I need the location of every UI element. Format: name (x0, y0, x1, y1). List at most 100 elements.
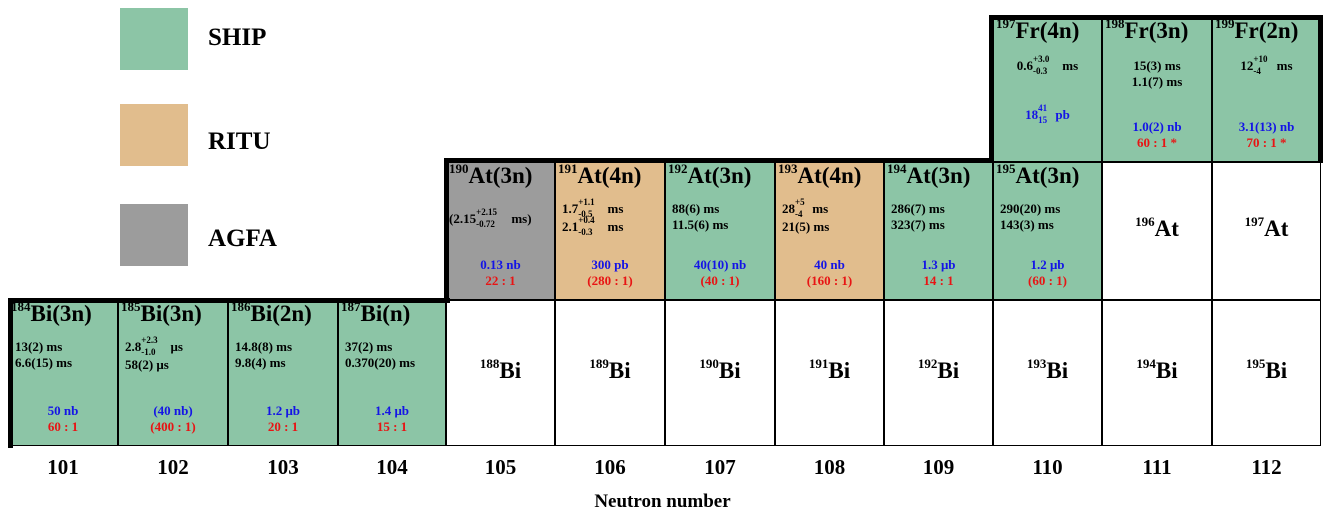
half-life-list: 286(7) ms 323(7) ms (891, 201, 992, 233)
cross-section-block: 1.3 μb 14 : 1 (885, 257, 992, 289)
half-life-uncertainty: +2.15 -0.72 (476, 207, 508, 230)
outline-fr-left (989, 15, 994, 161)
half-life-value: 28 (782, 201, 795, 216)
nuclide-title: 195At(3n) (996, 162, 1080, 188)
element-symbol: Bi (499, 358, 522, 383)
outline-bi-top (8, 298, 450, 303)
half-life-prefix: ( (449, 211, 454, 226)
mass-number: 192 (917, 356, 938, 371)
element-symbol: At (906, 163, 931, 188)
cross-section-block: 1.2 μb 20 : 1 (229, 403, 337, 435)
half-life-lower-error: -4 (1253, 66, 1261, 77)
half-life: 14.8(8) ms (235, 339, 293, 354)
element-symbol: At (1264, 216, 1289, 241)
cross-section: 18 41 15 pb (994, 103, 1101, 126)
cross-section: 40 nb (814, 257, 845, 272)
neutron-number-label: 109 (922, 455, 955, 479)
nuclide-cell-195at: 195At(3n) 290(20) ms 143(3) ms 1.2 μb (60 : … (993, 162, 1102, 300)
half-life-list: 0.6 +3.0 -0.3 ms (994, 54, 1101, 77)
half-life-uncertainty: +10 -4 (1253, 54, 1273, 77)
element-symbol: Bi (1046, 358, 1069, 383)
nuclide-title: 191At(4n) (558, 162, 642, 188)
cross-section-block: 50 nb 60 : 1 (9, 403, 117, 435)
nuclide-cell-193at: 193At(4n) 28 +5 -4 ms 21(5) ms 40 nb (160 : 1) (775, 162, 884, 300)
neutron-number-label: 111 (1142, 455, 1172, 479)
neutron-number-label: 103 (267, 455, 299, 479)
nuclide-cell-191at: 191At(4n) 1.7 +1.1 -0.5 ms 2.1 +0.4 -0.3 ms 300… (555, 162, 665, 300)
nuclide-cell-194at: 194At(3n) 286(7) ms 323(7) ms 1.3 μb 14 : 1 (884, 162, 993, 300)
branching-ratio: (280 : 1) (587, 273, 633, 288)
half-life: 2.1 +0.4 -0.3 ms (562, 215, 664, 237)
reaction-channel: (4n) (1039, 18, 1080, 43)
outline-at-left (444, 158, 449, 302)
half-life-lower-error: -4 (795, 209, 803, 220)
nuclide-title: 194At(3n) (887, 163, 970, 188)
neutron-number-label: 104 (376, 455, 408, 479)
element-symbol: At (1015, 163, 1040, 188)
neutron-number-label: 108 (813, 455, 846, 479)
element-symbol: Bi (1155, 358, 1178, 383)
nuclide-cell-191bi: 191Bi (775, 300, 884, 446)
nuclide-label: 189Bi (556, 357, 664, 384)
half-life: 1.7 +1.1 -0.5 ms (562, 197, 664, 219)
mass-number: 192 (668, 162, 688, 176)
branching-ratio: 70 : 1 * (1246, 135, 1287, 150)
half-life-lower-error: -0.3 (1033, 66, 1048, 77)
mass-number: 185 (121, 300, 141, 314)
mass-number: 195 (1245, 356, 1266, 371)
branching-ratio: (40 : 1) (700, 273, 740, 288)
cross-section-block: 40 nb (160 : 1) (776, 257, 883, 289)
nuclide-cell-196at: 196At (1102, 162, 1212, 300)
cross-section: 0.13 nb (480, 257, 521, 272)
nuclide-label: 197At (1213, 215, 1320, 242)
nuclide-cell-186bi: 186Bi(2n) 14.8(8) ms 9.8(4) ms 1.2 μb 20 : 1 (228, 300, 338, 446)
nuclide-title: 193At(4n) (778, 163, 861, 188)
nuclide-title: 192At(3n) (668, 162, 751, 188)
mass-number: 196 (1135, 214, 1155, 229)
neutron-number-label: 107 (704, 455, 736, 479)
half-life-list: 1.7 +1.1 -0.5 ms 2.1 +0.4 -0.3 ms (562, 197, 664, 237)
element-symbol: Fr (1124, 18, 1149, 43)
neutron-number-label: 105 (484, 455, 517, 479)
nuclide-cell-189bi: 189Bi (555, 300, 665, 446)
cross-section-lower-error: 15 (1038, 115, 1048, 126)
cross-section: 1.3 μb (921, 257, 956, 272)
nuclide-title: 198Fr(3n) (1105, 18, 1188, 43)
nuclide-cell-197at: 197At (1212, 162, 1321, 300)
mass-number: 195 (996, 162, 1016, 176)
half-life-list: 290(20) ms 143(3) ms (1000, 201, 1101, 233)
half-life-upper-error: +2.3 (141, 335, 158, 346)
mass-number: 197 (996, 17, 1016, 31)
cross-section: (40 nb) (153, 403, 193, 418)
branching-ratio: 15 : 1 (376, 419, 408, 434)
half-life: 88(6) ms (672, 201, 720, 216)
half-life: 0.370(20) ms (345, 355, 416, 370)
reaction-channel: (4n) (601, 163, 642, 188)
half-life-uncertainty: +5 -4 (795, 197, 809, 220)
element-symbol: Bi (360, 301, 383, 326)
branching-ratio: 60 : 1 (47, 419, 79, 434)
nuclide-title: 184Bi(3n) (11, 301, 92, 326)
element-symbol: Bi (608, 358, 631, 383)
cross-section: 1.2 μb (265, 403, 301, 418)
mass-number: 191 (808, 356, 829, 371)
mass-number: 191 (558, 162, 578, 176)
cross-section-block: 0.13 nb 22 : 1 (447, 257, 554, 289)
element-symbol: Bi (828, 358, 851, 383)
half-life-lower-error: -0.72 (476, 219, 495, 230)
half-life-unit: ms) (508, 211, 532, 226)
cross-section-value: 18 (1025, 107, 1039, 122)
cross-section: 1.0(2) nb (1132, 119, 1182, 134)
reaction-channel: (3n) (1039, 163, 1080, 188)
nuclide-title: 197Fr(4n) (996, 17, 1080, 43)
element-symbol: Bi (30, 301, 53, 326)
cross-section-block: 18 41 15 pb (994, 103, 1101, 126)
half-life-upper-error: +3.0 (1033, 54, 1050, 65)
mass-number: 190 (449, 162, 469, 176)
outline-at-top (444, 158, 994, 163)
nuclide-cell-199fr: 199Fr(2n) 12 +10 -4 ms 3.1(13) nb 70 : 1 * (1212, 17, 1321, 162)
branching-ratio: (60 : 1) (1028, 273, 1067, 288)
half-life-upper-error: +10 (1253, 54, 1268, 65)
neutron-number-label: 102 (157, 455, 189, 479)
nuclide-label: 193Bi (994, 357, 1101, 384)
